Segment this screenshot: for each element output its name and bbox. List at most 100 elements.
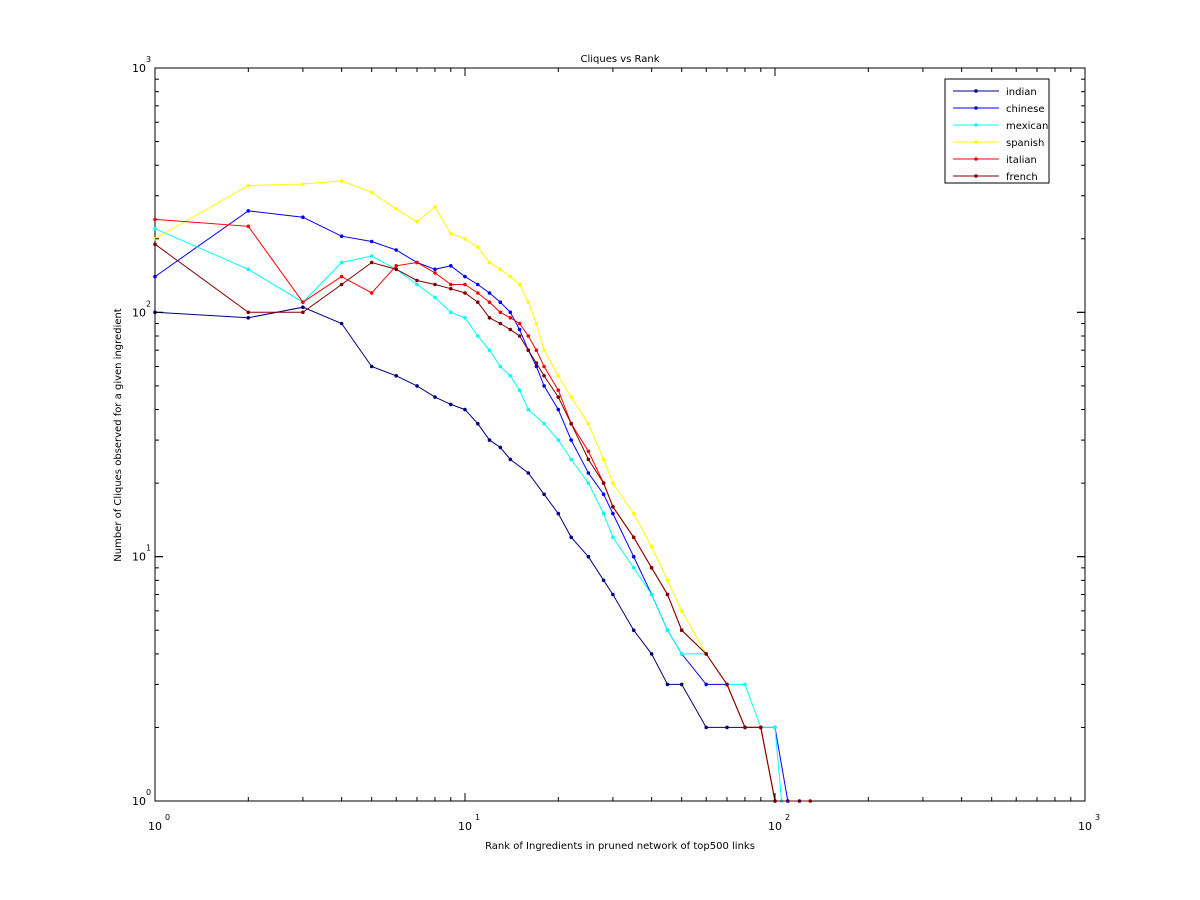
data-point-french-11	[487, 316, 492, 320]
data-point-spanish-6	[415, 219, 419, 224]
data-point-french-0	[153, 242, 157, 246]
data-point-chinese-17	[542, 384, 546, 388]
data-point-french-14	[517, 334, 522, 338]
legend-box	[944, 78, 1050, 184]
data-point-french-28	[725, 682, 729, 687]
y-tick-exponent-0: 0	[146, 788, 151, 797]
data-point-french-29	[743, 725, 747, 730]
data-point-mexican-20	[601, 511, 606, 516]
data-point-mexican-12	[498, 364, 503, 369]
data-point-chinese-13	[508, 310, 513, 315]
data-point-french-1	[246, 310, 251, 315]
x-tick-label-2: 10	[768, 820, 782, 833]
data-point-french-18	[556, 395, 561, 399]
data-point-mexican-17	[556, 438, 561, 442]
data-point-mexican-6	[415, 282, 419, 287]
data-point-italian-12	[498, 310, 503, 315]
legend-marker-mexican	[974, 123, 978, 127]
data-point-indian-23	[665, 682, 670, 687]
data-point-spanish-7	[433, 205, 437, 209]
series-line-mexican	[154, 228, 783, 802]
data-point-french-7	[433, 282, 437, 287]
data-point-italian-18	[556, 388, 561, 393]
data-point-italian-14	[517, 321, 522, 326]
data-point-chinese-1	[246, 209, 251, 213]
data-point-french-25	[665, 592, 670, 597]
data-point-spanish-10	[476, 245, 480, 249]
data-point-mexican-14	[517, 388, 522, 393]
legend-label-italian: italian	[1006, 155, 1037, 166]
data-point-indian-2	[301, 305, 305, 310]
x-tick-exponent-0: 0	[165, 813, 170, 822]
data-point-italian-10	[476, 291, 480, 295]
legend-marker-indian	[974, 89, 978, 93]
data-point-italian-13	[508, 316, 513, 320]
data-point-french-20	[586, 457, 591, 462]
data-point-french-9	[463, 291, 467, 295]
data-point-indian-16	[556, 511, 561, 516]
data-point-chinese-18	[556, 407, 561, 412]
plot-area	[154, 67, 1086, 802]
data-point-chinese-8	[449, 264, 453, 268]
legend-marker-italian	[974, 157, 978, 161]
data-point-mexican-13	[508, 374, 513, 378]
data-point-indian-24	[679, 682, 684, 687]
data-point-french-16	[534, 361, 539, 365]
data-point-indian-4	[369, 364, 374, 369]
data-point-italian-4	[369, 291, 374, 295]
data-point-italian-16	[534, 348, 539, 353]
data-point-mexican-24	[665, 628, 670, 632]
x-tick-label-0: 10	[148, 820, 162, 833]
y-axis-label: Number of Cliques observed for a given i…	[113, 308, 124, 562]
data-point-mexican-25	[679, 652, 684, 656]
data-point-mexican-3	[339, 260, 344, 265]
data-point-italian-7	[433, 271, 437, 275]
data-point-spanish-16	[534, 321, 539, 326]
legend-items: indian chinese mexican spanish italian french	[953, 87, 1048, 183]
x-axis-label: Rank of Ingredients in pruned network of…	[485, 841, 755, 852]
data-point-indian-11	[487, 438, 492, 442]
series-line-spanish	[154, 180, 776, 802]
data-point-chinese-20	[586, 471, 591, 475]
data-point-chinese-0	[153, 274, 157, 279]
data-point-mexican-15	[526, 407, 531, 412]
data-point-spanish-25	[665, 578, 670, 583]
data-point-chinese-5	[394, 248, 399, 252]
data-point-spanish-19	[569, 395, 573, 399]
data-point-french-4	[369, 260, 374, 265]
data-point-french-22	[611, 505, 615, 509]
data-point-spanish-15	[526, 300, 531, 305]
data-point-mexican-1	[246, 267, 251, 272]
data-point-spanish-12	[498, 267, 503, 272]
data-point-spanish-18	[556, 374, 561, 378]
data-point-indian-7	[433, 395, 437, 399]
x-tick-label-3: 10	[1078, 820, 1092, 833]
data-point-italian-9	[463, 282, 467, 287]
data-point-indian-19	[601, 578, 606, 583]
data-point-spanish-22	[611, 481, 615, 485]
data-point-indian-21	[631, 628, 636, 632]
data-point-chinese-12	[498, 300, 503, 305]
data-point-chinese-22	[611, 511, 615, 516]
data-point-indian-22	[649, 652, 654, 656]
data-point-italian-0	[153, 217, 157, 222]
data-point-italian-1	[246, 224, 251, 229]
data-point-chinese-23	[631, 554, 636, 559]
data-point-spanish-9	[463, 237, 467, 241]
data-point-french-15	[526, 348, 531, 353]
data-point-indian-1	[246, 316, 251, 320]
y-tick-label-0: 10	[132, 795, 146, 808]
data-point-mexican-28	[743, 682, 747, 687]
data-point-chinese-19	[569, 438, 573, 442]
data-point-spanish-4	[369, 190, 374, 195]
data-point-chinese-2	[301, 215, 305, 219]
data-point-spanish-5	[394, 207, 399, 211]
data-point-french-32	[808, 799, 813, 803]
y-tick-label-3: 10	[132, 62, 146, 75]
data-point-indian-25	[704, 725, 708, 730]
data-point-chinese-4	[369, 239, 374, 244]
data-point-spanish-23	[631, 511, 636, 516]
data-point-indian-10	[476, 421, 480, 426]
data-point-italian-15	[526, 334, 531, 338]
